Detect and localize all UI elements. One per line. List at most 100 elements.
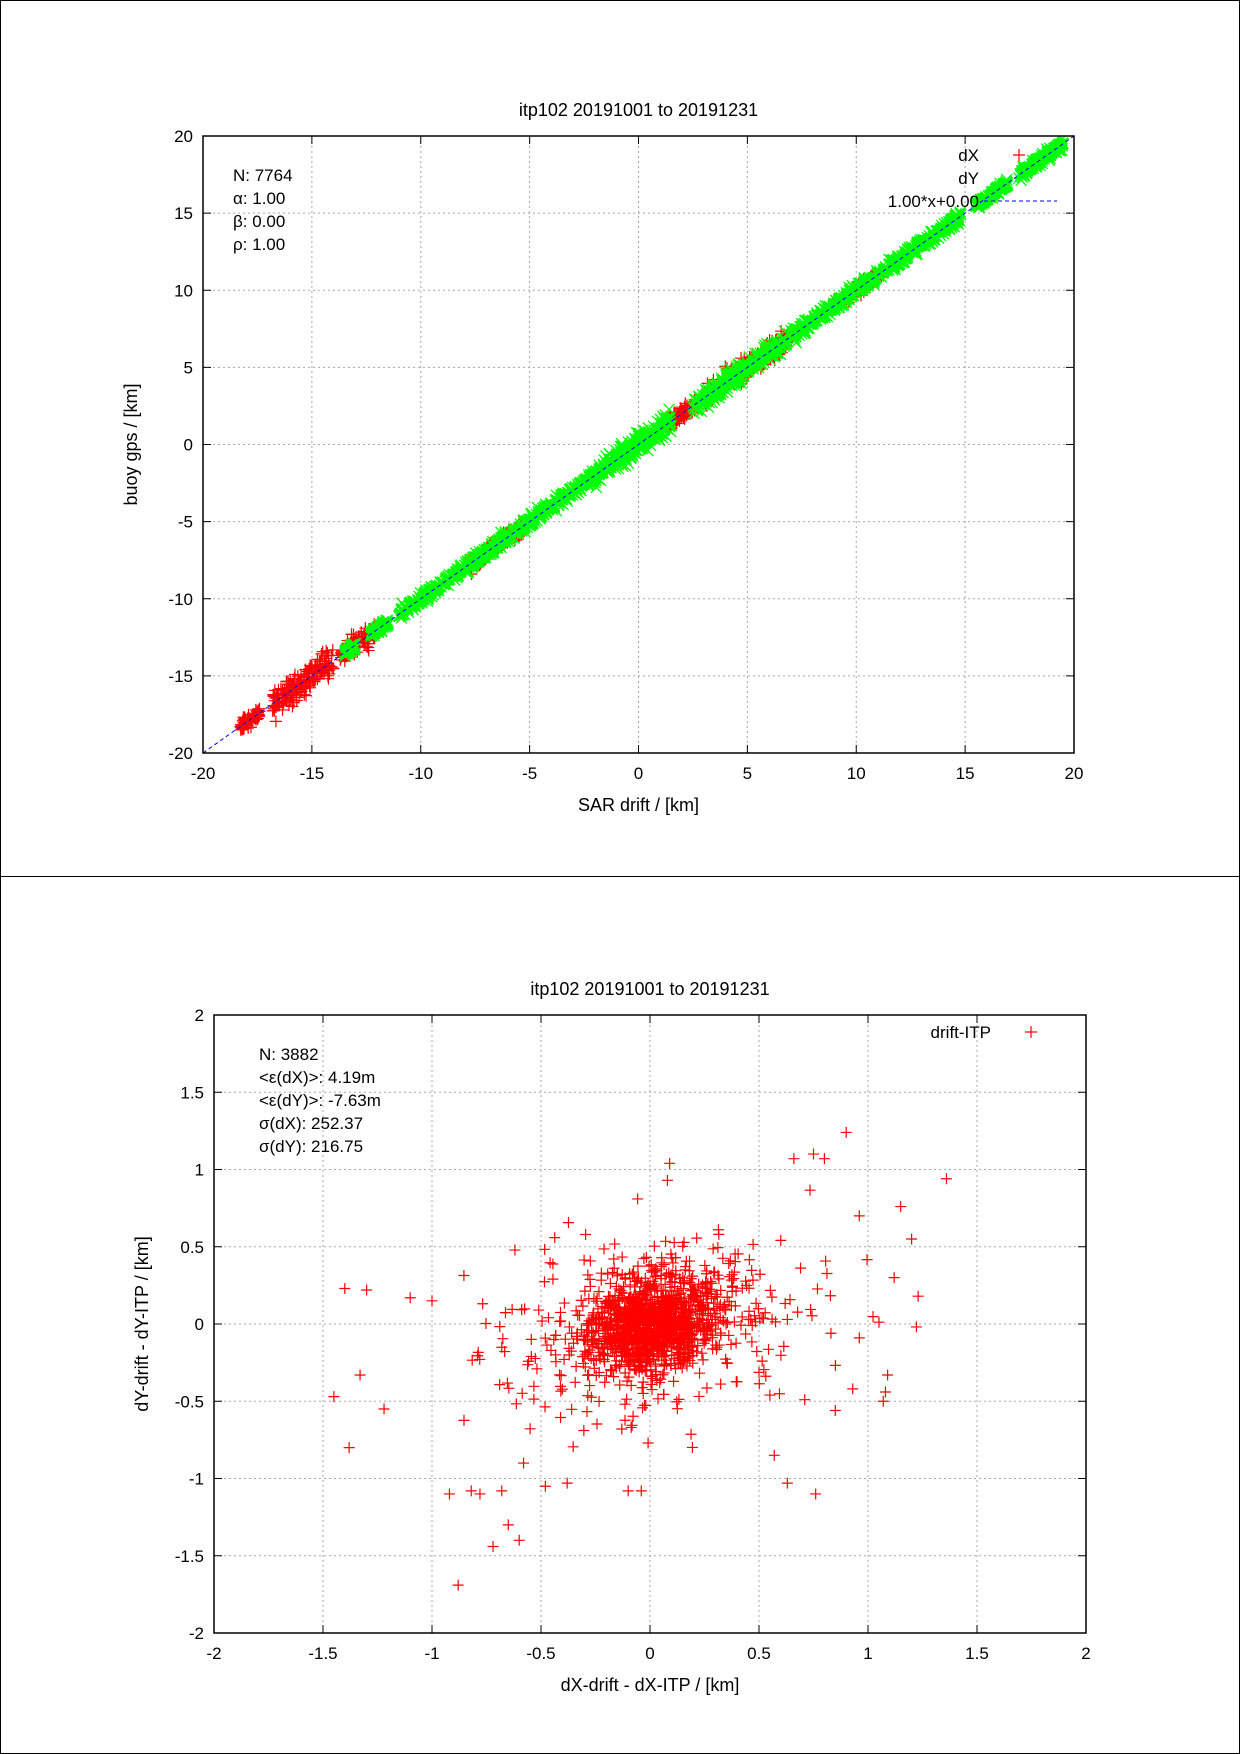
data-point-outlier [808,1148,819,1160]
data-point-dY [395,611,408,624]
data-point [549,1232,561,1244]
data-point [778,1340,790,1352]
data-point-dY [374,624,387,637]
data-point [746,1264,758,1276]
data-point [687,1328,699,1340]
data-point [751,1345,763,1357]
data-point [496,1341,508,1353]
data-point-outlier [354,1369,366,1381]
data-point [635,1342,647,1354]
data-point [625,1421,637,1433]
data-point [720,1304,732,1316]
data-point-outlier [404,1292,416,1304]
data-point [770,1316,782,1328]
stats-line: <ε(dY)>: -7.63m [259,1091,381,1110]
data-point [704,1283,716,1295]
data-point [720,1353,732,1365]
data-point-outlier [496,1485,508,1497]
data-point [536,1315,548,1327]
data-point-dY [816,311,829,324]
data-point [721,1291,733,1303]
data-point-outlier [561,1477,573,1489]
data-point [673,1288,685,1300]
y-tick-label: 1.5 [180,1083,204,1102]
data-point-dY [952,210,965,223]
data-point [567,1441,579,1453]
data-point-outlier [829,1405,841,1417]
data-point [516,1304,528,1316]
data-point [715,1284,727,1296]
data-point [602,1322,614,1334]
data-point [650,1282,662,1294]
data-point [740,1275,752,1287]
data-point [701,1328,713,1340]
data-point [591,1293,603,1305]
data-point [646,1264,658,1276]
data-point [694,1301,706,1313]
data-point [910,1321,922,1333]
data-point [600,1370,612,1382]
data-point [578,1350,590,1362]
data-point [792,1306,804,1318]
data-point [650,1369,662,1381]
data-point [678,1236,690,1248]
y-tick-label: -15 [168,667,193,686]
data-point-dX [269,701,282,714]
data-point [575,1294,587,1306]
data-point [729,1256,741,1268]
data-point [619,1273,631,1285]
data-point [477,1298,489,1310]
data-point [558,1353,570,1365]
data-point [678,1351,690,1363]
x-axis-label: dX-drift - dX-ITP / [km] [561,1675,740,1695]
data-point [584,1255,596,1267]
data-point-dY [539,506,552,519]
legend-label-dX: dX [958,146,979,165]
data-point [581,1326,593,1338]
data-point [588,1362,600,1374]
data-point [725,1338,737,1350]
plot-border [202,135,1075,754]
data-point [659,1278,671,1290]
y-tick-label: 0.5 [180,1238,204,1257]
x-tick-label: 0 [634,764,643,783]
data-point [667,1257,679,1269]
data-point [615,1284,627,1296]
data-point [658,1351,670,1363]
data-point [658,1388,670,1400]
data-point [614,1289,626,1301]
data-point-dX [280,695,293,708]
data-point [635,1305,647,1317]
data-point [779,1298,791,1310]
data-point [873,1316,885,1328]
data-point [686,1340,698,1352]
data-point [673,1393,685,1405]
x-tick-label: 1.5 [965,1644,989,1663]
data-point [642,1437,654,1449]
x-tick-label: -1 [424,1644,439,1663]
x-tick-label: 15 [956,764,975,783]
y-tick-label: -2 [189,1624,204,1643]
data-point-dX [362,644,375,657]
data-point-dX [298,688,311,701]
data-point-outlier [877,1395,889,1407]
data-point [685,1428,697,1440]
data-point [525,1350,537,1362]
data-point [614,1361,626,1373]
data-point [727,1281,739,1293]
data-point [675,1358,687,1370]
data-point [666,1276,678,1288]
data-point [583,1324,595,1336]
data-point [656,1298,668,1310]
data-point [682,1346,694,1358]
data-point [519,1303,531,1315]
data-point [804,1184,816,1196]
data-point [632,1260,644,1272]
legend-marker-dX [1013,149,1025,161]
data-point [670,1265,682,1277]
data-point [584,1344,596,1356]
data-point [628,1266,640,1278]
data-point [766,1291,778,1303]
data-point-dY [769,347,782,360]
data-point-outlier [664,1157,676,1169]
